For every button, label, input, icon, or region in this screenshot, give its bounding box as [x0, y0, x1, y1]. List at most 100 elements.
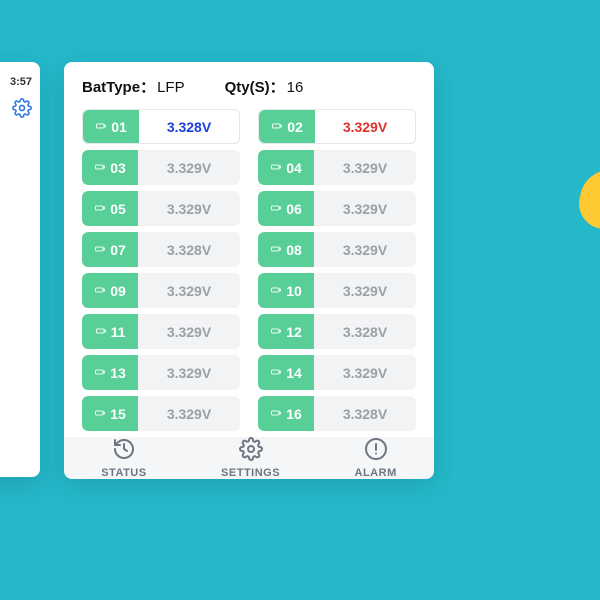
- gear-icon[interactable]: [12, 98, 32, 123]
- cell-row[interactable]: 05 3.329V: [82, 191, 240, 226]
- cell-row[interactable]: 08 3.329V: [258, 232, 416, 267]
- cell-badge: 15: [82, 396, 138, 431]
- nav-settings-label: SETTINGS: [221, 467, 280, 479]
- cell-row[interactable]: 11 3.329V: [82, 314, 240, 349]
- cell-row[interactable]: 16 3.328V: [258, 396, 416, 431]
- cell-badge: 05: [82, 191, 138, 226]
- cell-row[interactable]: 13 3.329V: [82, 355, 240, 390]
- cell-id: 16: [286, 406, 302, 422]
- left-panel-partial: 3:57: [0, 62, 40, 477]
- cell-row[interactable]: 02 3.329V: [258, 109, 416, 144]
- cell-badge: 04: [258, 150, 314, 185]
- cell-id: 06: [286, 201, 302, 217]
- cell-row[interactable]: 043.329V: [258, 150, 416, 185]
- battery-icon: [95, 324, 107, 340]
- battery-icon: [270, 160, 282, 176]
- background-accent: [574, 164, 600, 235]
- cell-id: 11: [111, 324, 126, 340]
- cell-badge: 06: [258, 191, 314, 226]
- cell-voltage: 3.329V: [138, 406, 240, 422]
- cell-voltage: 3.328V: [314, 406, 416, 422]
- cell-badge: 08: [258, 232, 314, 267]
- cell-id: 10: [286, 283, 302, 299]
- battype-field: BatType：LFP: [82, 76, 185, 97]
- cell-badge: 01: [83, 110, 139, 143]
- cell-row[interactable]: 09 3.329V: [82, 273, 240, 308]
- cell-badge: 12: [258, 314, 314, 349]
- cell-voltage: 3.329V: [138, 324, 240, 340]
- nav-status[interactable]: STATUS: [101, 437, 146, 479]
- nav-alarm[interactable]: ALARM: [355, 437, 397, 479]
- cell-voltage: 3.329V: [314, 242, 416, 258]
- gear-icon: [239, 437, 263, 464]
- cell-badge: 07: [82, 232, 138, 267]
- battery-icon: [271, 119, 283, 135]
- battery-icon: [270, 324, 282, 340]
- battery-icon: [94, 242, 106, 258]
- cell-id: 01: [111, 119, 127, 135]
- cell-row[interactable]: 01 3.328V: [82, 109, 240, 144]
- cell-voltage: 3.329V: [138, 160, 240, 176]
- battery-icon: [94, 406, 106, 422]
- cell-badge: 10: [258, 273, 314, 308]
- cell-voltage: 3.329V: [314, 201, 416, 217]
- battery-cells-panel: BatType：LFP Qty(S)：16 013.328V023.329V03…: [64, 62, 434, 477]
- battype-value: LFP: [157, 79, 185, 96]
- battery-icon: [94, 201, 106, 217]
- qty-value: 16: [287, 79, 304, 96]
- cell-voltage: 3.328V: [314, 324, 416, 340]
- cell-voltage: 3.329V: [138, 365, 240, 381]
- cell-row[interactable]: 06 3.329V: [258, 191, 416, 226]
- cell-badge: 09: [82, 273, 138, 308]
- cell-id: 03: [110, 160, 126, 176]
- bottom-nav: STATUS SETTINGS ALARM: [64, 437, 434, 479]
- cell-voltage: 3.329V: [314, 283, 416, 299]
- cell-id: 05: [110, 201, 126, 217]
- cell-row[interactable]: 14 3.329V: [258, 355, 416, 390]
- cell-row[interactable]: 15 3.329V: [82, 396, 240, 431]
- panel-header: BatType：LFP Qty(S)：16: [64, 62, 434, 107]
- battery-icon: [270, 201, 282, 217]
- alert-icon: [364, 437, 388, 464]
- qty-label: Qty(S)：: [225, 79, 285, 96]
- battery-icon: [270, 283, 282, 299]
- nav-alarm-label: ALARM: [355, 467, 397, 479]
- battype-label: BatType：: [82, 79, 155, 96]
- battery-icon: [270, 242, 282, 258]
- cell-id: 02: [287, 119, 303, 135]
- cell-voltage: 3.329V: [314, 365, 416, 381]
- cells-grid: 013.328V023.329V033.329V043.329V053.329V…: [64, 107, 434, 437]
- cell-id: 04: [286, 160, 302, 176]
- cell-id: 12: [286, 324, 302, 340]
- cell-badge: 16: [258, 396, 314, 431]
- cell-voltage: 3.329V: [315, 119, 415, 135]
- cell-badge: 11: [82, 314, 138, 349]
- cell-id: 07: [110, 242, 126, 258]
- cell-voltage: 3.329V: [138, 201, 240, 217]
- nav-settings[interactable]: SETTINGS: [221, 437, 280, 479]
- battery-icon: [95, 119, 107, 135]
- cell-id: 09: [110, 283, 126, 299]
- history-icon: [112, 437, 136, 464]
- cell-id: 13: [110, 365, 126, 381]
- cell-voltage: 3.328V: [139, 119, 239, 135]
- cell-voltage: 3.328V: [138, 242, 240, 258]
- nav-status-label: STATUS: [101, 467, 146, 479]
- cell-badge: 13: [82, 355, 138, 390]
- battery-icon: [94, 160, 106, 176]
- cell-row[interactable]: 12 3.328V: [258, 314, 416, 349]
- cell-id: 15: [110, 406, 126, 422]
- cell-id: 14: [286, 365, 302, 381]
- cell-id: 08: [286, 242, 302, 258]
- battery-icon: [94, 283, 106, 299]
- battery-icon: [270, 365, 282, 381]
- clock-time: 3:57: [0, 70, 34, 98]
- cell-row[interactable]: 07 3.328V: [82, 232, 240, 267]
- cell-row[interactable]: 10 3.329V: [258, 273, 416, 308]
- cell-badge: 14: [258, 355, 314, 390]
- qty-field: Qty(S)：16: [225, 76, 304, 97]
- cell-badge: 02: [259, 110, 315, 143]
- battery-icon: [270, 406, 282, 422]
- cell-voltage: 3.329V: [138, 283, 240, 299]
- cell-row[interactable]: 03 3.329V: [82, 150, 240, 185]
